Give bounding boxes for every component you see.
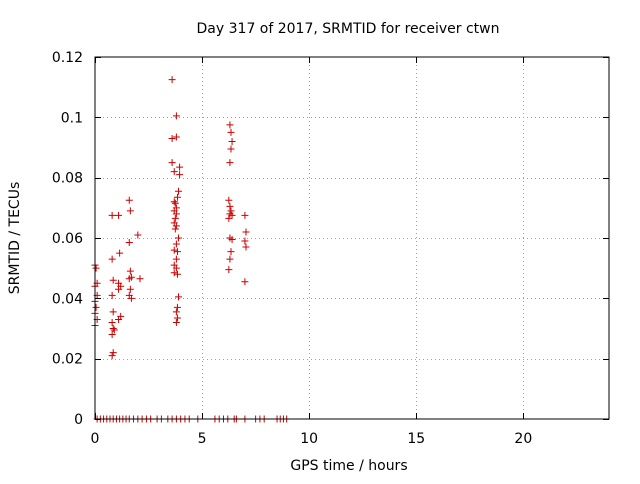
- x-tick-label: 20: [514, 431, 532, 447]
- data-point: [228, 137, 236, 145]
- data-point: [242, 228, 250, 236]
- data-point: [108, 352, 116, 360]
- data-point: [170, 246, 178, 254]
- data-point: [227, 128, 235, 136]
- tick-layer: 0 5 10 15 20 0 0.02 0.04 0.06 0.08 0.1 0.12: [52, 50, 609, 447]
- y-tick-label: 0.04: [52, 291, 83, 307]
- data-point: [176, 171, 184, 179]
- data-point: [109, 276, 117, 284]
- data-point: [110, 326, 118, 334]
- data-point: [109, 308, 117, 316]
- data-point: [115, 211, 123, 219]
- y-tick-label: 0.02: [52, 352, 83, 368]
- chart-title: Day 317 of 2017, SRMTID for receiver ctw…: [197, 21, 500, 37]
- data-point: [226, 121, 234, 129]
- data-point: [168, 134, 176, 142]
- y-tick-label: 0.1: [61, 110, 83, 126]
- data-point: [226, 255, 234, 263]
- data-point: [175, 187, 183, 195]
- data-point: [171, 199, 179, 207]
- data-point: [108, 255, 116, 263]
- data-point: [127, 294, 135, 302]
- data-point: [227, 248, 235, 256]
- data-point: [227, 145, 235, 153]
- data-point: [92, 264, 100, 272]
- data-point: [170, 269, 178, 277]
- data-point: [109, 325, 117, 332]
- data-point: [241, 237, 249, 245]
- data-point: [171, 214, 179, 222]
- data-point: [242, 243, 250, 251]
- data-point: [173, 248, 181, 256]
- data-point: [226, 159, 234, 167]
- data-point: [172, 240, 180, 248]
- data-point: [125, 275, 133, 283]
- y-tick-label: 0.12: [52, 50, 83, 66]
- data-point: [173, 303, 181, 311]
- y-tick-label: 0.06: [52, 231, 83, 247]
- points-layer: [91, 76, 291, 423]
- data-point: [168, 159, 176, 167]
- data-point: [225, 214, 233, 222]
- data-point: [241, 211, 249, 219]
- data-point: [108, 211, 116, 219]
- data-point: [125, 196, 133, 204]
- x-tick-label: 0: [91, 431, 100, 447]
- data-point: [241, 278, 249, 286]
- data-point: [108, 291, 116, 299]
- grid-layer: [95, 57, 609, 419]
- x-axis-label: GPS time / hours: [290, 458, 407, 474]
- data-point: [173, 314, 181, 322]
- data-point: [173, 193, 181, 201]
- y-axis-label: SRMTID / TECUs: [7, 182, 23, 295]
- data-point: [126, 267, 134, 275]
- x-tick-label: 5: [198, 431, 207, 447]
- data-point: [172, 318, 180, 326]
- data-point: [108, 318, 116, 326]
- data-point: [168, 76, 176, 84]
- data-point: [225, 196, 233, 204]
- data-point: [228, 211, 236, 219]
- y-tick-label: 0: [74, 412, 83, 428]
- data-point: [172, 112, 180, 120]
- data-point: [171, 225, 179, 233]
- data-point: [227, 207, 235, 215]
- y-tick-label: 0.08: [52, 171, 83, 187]
- data-point: [172, 308, 180, 316]
- data-point: [136, 275, 144, 283]
- data-point: [134, 231, 142, 239]
- data-point: [172, 222, 180, 230]
- data-point: [109, 349, 117, 357]
- data-point: [172, 210, 180, 218]
- x-tick-label: 15: [407, 431, 425, 447]
- data-point: [115, 315, 123, 323]
- data-point: [116, 249, 124, 257]
- data-point: [126, 207, 134, 215]
- data-point: [170, 198, 178, 206]
- data-point: [172, 264, 180, 272]
- data-point: [172, 255, 180, 263]
- data-point: [228, 236, 236, 244]
- data-point: [175, 234, 183, 242]
- data-point: [225, 266, 233, 274]
- data-point: [172, 133, 180, 141]
- data-point: [175, 293, 183, 301]
- x-tick-label: 10: [300, 431, 318, 447]
- data-point: [173, 270, 181, 278]
- data-point: [170, 168, 178, 176]
- data-point: [126, 285, 134, 293]
- data-point: [226, 202, 234, 210]
- data-point: [115, 285, 123, 293]
- data-point: [92, 303, 100, 311]
- data-point: [125, 239, 133, 247]
- data-point: [108, 331, 116, 339]
- data-point: [176, 163, 184, 171]
